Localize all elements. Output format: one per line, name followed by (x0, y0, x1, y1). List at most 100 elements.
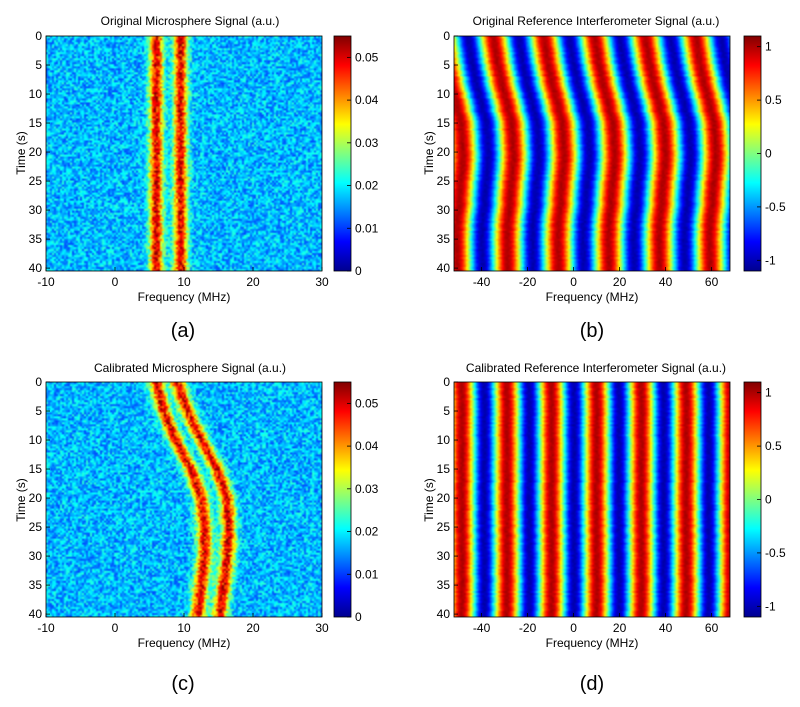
panel-d-x-tick-label: -20 (519, 621, 537, 635)
panel-c-y-tick-label: 30 (29, 549, 43, 563)
panel-d-y-tick-label: 40 (437, 607, 451, 621)
panel-c: Calibrated Microsphere Signal (a.u.) -10… (14, 361, 379, 695)
panel-a-x-ticks: -10 0 10 20 30 (37, 267, 329, 289)
panel-a-x-tick-label: 30 (315, 275, 329, 289)
panel-d-heatmap-image (454, 382, 730, 617)
panel-c-x-tick-label: 10 (177, 621, 191, 635)
panel-a-colorbar-tick-label: 0.02 (355, 179, 379, 193)
panel-d: Calibrated Reference Interferometer Sign… (422, 361, 786, 695)
panel-a-colorbar-tick-label: 0 (355, 264, 362, 278)
panel-d-x-tick-label: 60 (705, 621, 719, 635)
panel-b-colorbar-tick-label: 0.5 (765, 93, 782, 107)
panel-a-y-tick-label: 0 (35, 29, 42, 43)
panel-b-y-ticks: 0 5 10 15 20 25 30 35 40 (437, 29, 458, 275)
panel-b-title: Original Reference Interferometer Signal… (473, 14, 720, 28)
panel-c-colorbar-ticks: 0 0.01 0.02 0.03 0.04 0.05 (347, 396, 379, 624)
panel-a-y-tick-label: 30 (29, 203, 43, 217)
panel-b-x-tick-label: 60 (705, 275, 719, 289)
panel-a-colorbar-tick-label: 0.04 (355, 93, 379, 107)
panel-d-plot-frame (453, 381, 731, 618)
panel-b-colorbar-tick-label: -1 (765, 253, 776, 267)
panel-d-y-tick-label: 10 (437, 433, 451, 447)
panel-b-y-tick-label: 35 (437, 232, 451, 246)
panel-a-y-ticks: 0 5 10 15 20 25 30 35 40 (29, 29, 50, 275)
panel-c-y-tick-label: 5 (35, 404, 42, 418)
panel-c-colorbar-tick-label: 0 (355, 610, 362, 624)
panel-a-y-tick-label: 40 (29, 261, 43, 275)
panel-b-y-tick-label: 0 (443, 29, 450, 43)
panel-c-title: Calibrated Microsphere Signal (a.u.) (94, 361, 286, 375)
panel-d-colorbar-ticks: -1 -0.5 0 0.5 1 (757, 386, 786, 613)
panel-b-y-tick-label: 10 (437, 87, 451, 101)
panel-c-y-tick-label: 15 (29, 462, 43, 476)
panel-a-y-tick-label: 5 (35, 58, 42, 72)
panel-a-xlabel: Frequency (MHz) (138, 290, 231, 304)
panel-c-y-ticks: 0 5 10 15 20 25 30 35 40 (29, 375, 50, 621)
panel-d-x-tick-label: -40 (473, 621, 491, 635)
panel-a-colorbar-tick-label: 0.03 (355, 136, 379, 150)
panel-c-colorbar-tick-label: 0.04 (355, 439, 379, 453)
panel-a-x-tick-label: 10 (177, 275, 191, 289)
panel-a-y-tick-label: 20 (29, 145, 43, 159)
panel-c-x-tick-label: 0 (112, 621, 119, 635)
panel-b-x-tick-label: 20 (613, 275, 627, 289)
panel-d-ylabel: Time (s) (422, 478, 436, 522)
panel-b-x-ticks: -40 -20 0 20 40 60 (473, 267, 719, 289)
panel-d-x-tick-label: 0 (570, 621, 577, 635)
panel-c-x-ticks: -10 0 10 20 30 (37, 613, 329, 635)
panel-d-colorbar-tick-label: -1 (765, 599, 776, 613)
panel-b-x-tick-label: 0 (570, 275, 577, 289)
panel-d-y-tick-label: 5 (443, 404, 450, 418)
panel-d-y-tick-label: 25 (437, 520, 451, 534)
panel-c-y-tick-label: 0 (35, 375, 42, 389)
panel-a-y-tick-label: 15 (29, 116, 43, 130)
panel-c-colorbar-tick-label: 0.02 (355, 525, 379, 539)
panel-a-y-tick-label: 10 (29, 87, 43, 101)
panel-a-y-tick-label: 35 (29, 232, 43, 246)
panel-a-colorbar (333, 35, 352, 272)
panel-a-title: Original Microsphere Signal (a.u.) (101, 14, 280, 28)
panel-c-x-tick-label: 20 (246, 621, 260, 635)
panel-b-x-tick-label: -40 (473, 275, 491, 289)
panel-d-colorbar-tick-label: 0 (765, 493, 772, 507)
panel-b-y-tick-label: 20 (437, 145, 451, 159)
panel-c-heatmap-image (46, 382, 322, 617)
panel-c-x-tick-label: -10 (37, 621, 55, 635)
panel-b-y-tick-label: 30 (437, 203, 451, 217)
panel-b-colorbar-tick-label: -0.5 (765, 200, 786, 214)
panel-d-label: (d) (580, 673, 604, 695)
panel-c-y-tick-label: 20 (29, 491, 43, 505)
panel-c-colorbar (333, 381, 352, 618)
panel-d-y-tick-label: 20 (437, 491, 451, 505)
panel-a-label: (a) (171, 320, 195, 342)
panel-c-colorbar-tick-label: 0.03 (355, 482, 379, 496)
panel-c-colorbar-tick-label: 0.01 (355, 567, 379, 581)
panel-b-plot-frame (453, 35, 731, 272)
panel-a-colorbar-ticks: 0 0.01 0.02 0.03 0.04 0.05 (347, 50, 379, 278)
panel-d-y-ticks: 0 5 10 15 20 25 30 35 40 (437, 375, 458, 621)
panel-a-x-tick-label: 20 (246, 275, 260, 289)
panel-b-ylabel: Time (s) (422, 131, 436, 175)
panel-a-x-tick-label: -10 (37, 275, 55, 289)
panel-d-y-tick-label: 35 (437, 578, 451, 592)
panel-b: Original Reference Interferometer Signal… (422, 14, 786, 342)
panel-d-title: Calibrated Reference Interferometer Sign… (466, 361, 726, 375)
panel-c-y-tick-label: 10 (29, 433, 43, 447)
panel-c-label: (c) (171, 673, 194, 695)
panel-a: Original Microsphere Signal (a.u.) -10 0 1… (14, 14, 379, 342)
panel-b-colorbar-ticks: -1 -0.5 0 0.5 1 (757, 40, 786, 267)
panel-b-colorbar-tick-label: 0 (765, 147, 772, 161)
panel-c-xlabel: Frequency (MHz) (138, 636, 231, 650)
panel-c-y-tick-label: 35 (29, 578, 43, 592)
panel-c-colorbar-tick-label: 0.05 (355, 396, 379, 410)
panel-c-y-tick-label: 25 (29, 520, 43, 534)
panel-b-y-tick-label: 15 (437, 116, 451, 130)
panel-a-ylabel: Time (s) (14, 131, 28, 175)
panel-b-x-tick-label: -20 (519, 275, 537, 289)
panel-b-xlabel: Frequency (MHz) (546, 290, 639, 304)
panel-a-colorbar-tick-label: 0.05 (355, 50, 379, 64)
panel-b-x-tick-label: 40 (659, 275, 673, 289)
panel-d-xlabel: Frequency (MHz) (546, 636, 639, 650)
panel-a-colorbar-tick-label: 0.01 (355, 221, 379, 235)
